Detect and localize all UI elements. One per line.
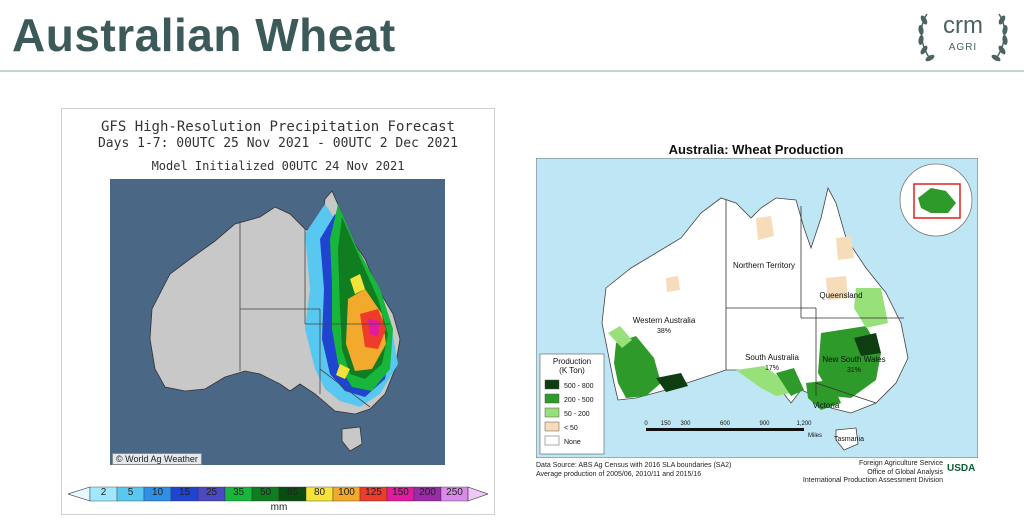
forecast-init: Model Initialized 00UTC 24 Nov 2021 xyxy=(151,159,405,173)
production-map-title: Australia: Wheat Production xyxy=(668,142,844,157)
globe-inset xyxy=(899,163,973,237)
legend-label: 500 - 800 xyxy=(564,383,594,390)
production-legend: Production (K Ton) 500 - 800 200 - 500 50 … xyxy=(539,353,605,455)
agency-line-2: Office of Global Analysis xyxy=(867,468,943,476)
production-map: Northern Territory Queensland Western Au… xyxy=(536,158,978,458)
colorbar-label: 250 xyxy=(446,487,463,498)
zone-wa-dark xyxy=(656,373,688,392)
label-tasmania: Tasmania xyxy=(834,436,864,443)
colorbar-label: 80 xyxy=(313,487,326,498)
legend-label: 50 - 200 xyxy=(564,411,590,418)
footer-line-2: Average production of 2005/06, 2010/11 a… xyxy=(536,470,702,478)
colorbar-label: 50 xyxy=(259,487,272,498)
zone-sa-dark xyxy=(776,368,804,396)
scale-tick-label: 0 xyxy=(644,421,648,427)
scale-unit: Miles xyxy=(808,433,822,439)
colorbar-unit: mm xyxy=(270,502,288,513)
label-new-south-wales: New South Wales xyxy=(822,355,885,364)
forecast-title: GFS High-Resolution Precipitation Foreca… xyxy=(100,119,455,135)
usda-logo: USDA xyxy=(947,463,976,474)
precipitation-forecast-panel: GFS High-Resolution Precipitation Foreca… xyxy=(61,108,495,515)
share-new-south-wales: 31% xyxy=(847,367,861,374)
colorbar-label: 25 xyxy=(205,487,218,498)
state-borders-right xyxy=(725,200,904,404)
colorbar-label: 2 xyxy=(100,487,107,498)
map-credit: © World Ag Weather xyxy=(112,453,202,465)
colorbar-label: 125 xyxy=(365,487,382,498)
laurel-wreath-icon xyxy=(918,13,1008,62)
legend-title: Production xyxy=(553,357,591,366)
precipitation-colorbar xyxy=(68,486,488,502)
label-victoria: Victoria xyxy=(813,401,840,410)
share-south-australia: 17% xyxy=(765,365,779,372)
scale-bar: 0 150 300 600 900 1,200 Miles xyxy=(644,421,822,439)
colorbar-label: 100 xyxy=(338,487,355,498)
agency-line-3: International Production Assessment Divi… xyxy=(802,477,943,484)
footer-line-1: Data Source: ABS Ag Census with 2016 SLA… xyxy=(536,462,732,469)
colorbar-label: 15 xyxy=(178,487,191,498)
zone-wa-wheatbelt xyxy=(614,336,661,398)
logo-subtext: AGRI xyxy=(948,42,978,53)
scale-tick-label: 900 xyxy=(759,421,770,427)
zone-vic xyxy=(806,380,841,410)
legend-label: None xyxy=(564,439,581,446)
agency-credit: Foreign Agriculture Service Office of Gl… xyxy=(781,460,943,486)
zone-light-tan-1 xyxy=(666,216,854,300)
zone-sa xyxy=(736,366,791,396)
scale-tick-label: 600 xyxy=(720,421,731,427)
wheat-production-panel: Australia: Wheat Production xyxy=(531,140,981,490)
label-western-australia: Western Australia xyxy=(633,316,696,325)
colorbar-label: 65 xyxy=(286,487,299,498)
share-western-australia: 38% xyxy=(657,328,671,335)
data-source-note: Data Source: ABS Ag Census with 2016 SLA… xyxy=(536,462,731,479)
colorbar-label: 35 xyxy=(232,487,245,498)
zone-nsw-dark xyxy=(854,333,881,356)
colorbar-labels: 2 5 10 15 25 35 50 65 80 100 125 150 200 250 xyxy=(62,487,496,501)
legend-swatch xyxy=(544,421,560,432)
label-south-australia: South Australia xyxy=(745,353,799,362)
legend-label: 200 - 500 xyxy=(564,397,594,404)
label-northern-territory: Northern Territory xyxy=(733,261,795,270)
tasmania-outline xyxy=(835,427,859,451)
state-borders xyxy=(239,221,390,408)
legend-label: < 50 xyxy=(564,425,578,432)
precip-magenta xyxy=(368,319,380,337)
zone-wa-light xyxy=(608,326,632,348)
tasmania xyxy=(341,426,363,452)
header-rule xyxy=(0,70,1024,72)
legend-unit: (K Ton) xyxy=(559,366,585,375)
colorbar-arrow-high xyxy=(467,486,488,502)
scale-tick-label: 300 xyxy=(680,421,691,427)
legend-swatch xyxy=(544,435,560,446)
precipitation-map xyxy=(110,179,445,465)
label-queensland: Queensland xyxy=(819,291,862,300)
colorbar-label: 150 xyxy=(392,487,409,498)
scale-tick-label: 1,200 xyxy=(796,421,812,427)
colorbar-label: 200 xyxy=(419,487,436,498)
legend-swatch xyxy=(544,393,560,404)
scale-bar-line xyxy=(646,428,804,431)
crm-agri-logo: crm AGRI xyxy=(913,4,1013,68)
precip-yellow xyxy=(336,274,365,379)
logo-text: crm xyxy=(943,12,983,39)
forecast-period: Days 1-7: 00UTC 25 Nov 2021 - 00UTC 2 De… xyxy=(97,136,459,151)
legend-swatch xyxy=(544,379,560,390)
scale-tick-label: 150 xyxy=(661,421,672,427)
agency-line-1: Foreign Agriculture Service xyxy=(858,460,943,467)
page-title: Australian Wheat xyxy=(12,9,396,61)
legend-swatch xyxy=(544,407,560,418)
colorbar-label: 5 xyxy=(127,487,134,498)
colorbar-label: 10 xyxy=(151,487,164,498)
